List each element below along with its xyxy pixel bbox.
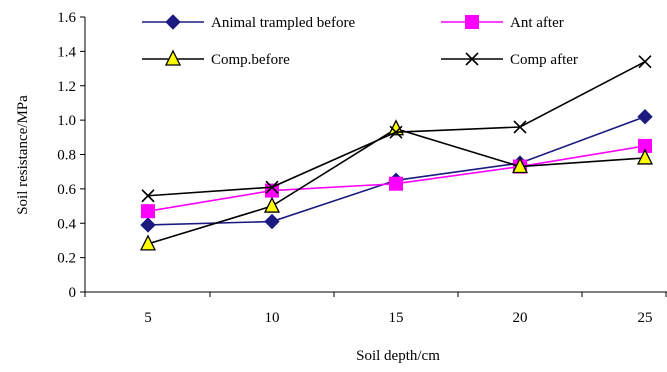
legend-label: Animal trampled before (211, 15, 355, 31)
data-point (140, 217, 156, 233)
data-point (264, 213, 280, 230)
legend-marker (164, 49, 182, 66)
series-4 (141, 55, 652, 203)
data-point (636, 148, 654, 165)
x-tick-label: 25 (638, 310, 653, 326)
data-point (389, 176, 403, 191)
y-tick-label: 0.4 (57, 216, 76, 232)
y-tick-label: 1.0 (57, 113, 76, 129)
legend-item-3: Comp.before (142, 49, 290, 68)
legend-item-4: Comp after (441, 52, 578, 68)
data-point (265, 180, 279, 194)
data-point (638, 138, 652, 153)
x-tick-label: 10 (265, 310, 280, 326)
axes: 0 0.2 0.4 0.6 0.8 1.0 1.2 1.4 1.6 5 10 15 20 25 (57, 10, 667, 326)
data-point (141, 189, 155, 203)
x-axis-label: Soil depth/cm (356, 348, 440, 364)
legend-item-2: Ant after (441, 15, 564, 31)
y-tick-label: 1.2 (57, 79, 76, 95)
y-tick-label: 0.2 (57, 251, 76, 267)
data-point (637, 108, 653, 125)
x-tick-label: 5 (144, 310, 152, 326)
data-point (638, 55, 652, 69)
legend-label: Comp after (510, 52, 578, 68)
data-point (141, 204, 155, 219)
legend-marker (465, 52, 479, 66)
y-axis-label: Soil resistance/MPa (15, 95, 31, 215)
x-tick-label: 20 (513, 310, 528, 326)
series-2 (141, 138, 652, 219)
data-point (513, 120, 527, 134)
legend-label: Ant after (510, 15, 564, 31)
data-point (511, 157, 529, 174)
legend: Animal trampled before Ant after Comp.befo… (142, 14, 578, 68)
y-tick-label: 0 (69, 285, 77, 301)
data-point (389, 125, 403, 139)
series-layer (139, 55, 654, 251)
y-tick-label: 0.6 (57, 182, 76, 198)
y-tick-label: 0.8 (57, 148, 76, 164)
legend-marker (165, 14, 181, 30)
legend-marker (465, 15, 479, 29)
data-point (139, 234, 157, 251)
y-tick-label: 1.6 (57, 10, 76, 26)
data-point (263, 196, 281, 213)
legend-item-1: Animal trampled before (142, 14, 355, 31)
x-tick-label: 15 (389, 310, 404, 326)
legend-label: Comp.before (211, 52, 290, 68)
y-tick-label: 1.4 (57, 44, 76, 60)
series-3 (139, 119, 654, 251)
